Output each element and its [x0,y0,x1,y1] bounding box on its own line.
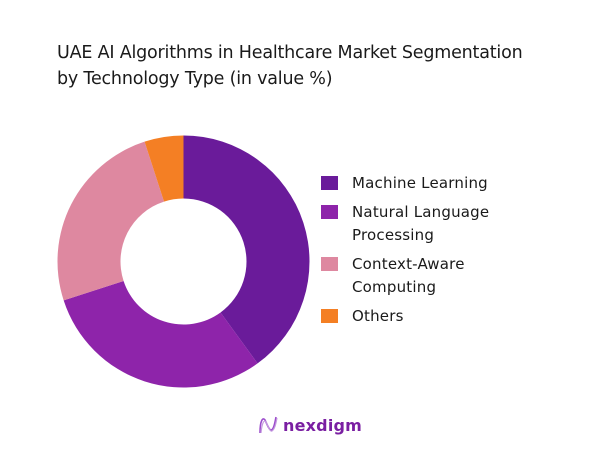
donut-segment-others [144,135,184,202]
legend-label: Others [352,307,404,325]
legend-item: Machine Learning [321,172,489,195]
legend-label: Computing [352,278,437,296]
legend-swatch-icon [321,257,338,271]
chart-legend: Machine Learning Natural Language Processi… [321,172,489,334]
chart-title-line-2: by Technology Type (in value %) [57,69,333,89]
legend-label: Machine Learning [352,174,488,192]
donut-segment-natural-language-processing [63,280,258,388]
legend-item: Others [321,305,489,328]
chart-title: UAE AI Algorithms in Healthcare Market S… [57,40,597,92]
legend-item: Context-Aware Computing [321,253,489,299]
legend-label: Context-Aware [352,255,465,273]
chart-title-line-1: UAE AI Algorithms in Healthcare Market S… [57,43,523,63]
brand-name: nexdigm [283,415,363,435]
legend-swatch-icon [321,176,338,190]
donut-segment-context-aware-computing [57,141,165,301]
legend-swatch-icon [321,309,338,323]
legend-swatch-icon [321,205,338,219]
brand-logo: nexdigm [257,414,362,436]
legend-label: Processing [352,226,435,244]
legend-item: Natural Language Processing [321,201,489,247]
donut-segment-machine-learning [183,135,310,364]
nexdigm-wave-logo-icon [259,416,278,434]
legend-label: Natural Language [352,203,490,221]
